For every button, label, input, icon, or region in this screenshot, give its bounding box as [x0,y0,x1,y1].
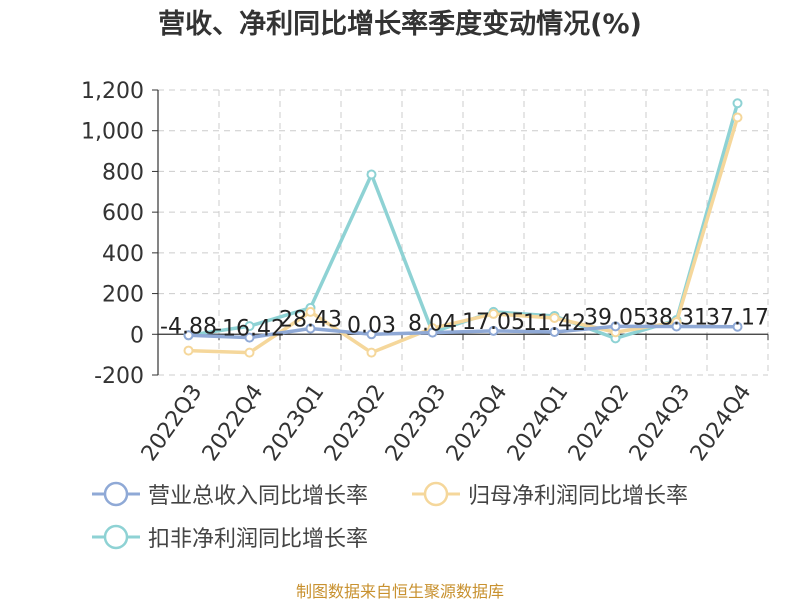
y-tick-label: 0 [130,323,144,348]
data-label: 28.43 [279,307,342,332]
y-tick-label: -200 [94,364,144,389]
x-tick-label: 2024Q1 [503,380,574,466]
x-tick-label: 2023Q2 [320,380,391,466]
data-point [610,321,621,332]
data-label: 11.42 [523,311,586,336]
grid-lines [158,89,769,376]
legend-item-deducted-profit[interactable]: 扣非净利润同比增长率 [92,521,368,553]
chart-title: 营收、净利同比增长率季度变动情况(%) [158,9,642,40]
data-label: 17.05 [462,310,525,335]
x-tick-label: 2024Q4 [686,380,757,466]
legend-marker-net-profit [412,481,460,507]
data-point [732,98,743,109]
legend-item-revenue[interactable]: 营业总收入同比增长率 [92,478,368,510]
x-tick-label: 2023Q1 [259,380,330,466]
y-tick-label: 200 [102,283,144,308]
data-label: 37.17 [706,306,769,331]
series-lines [183,98,743,358]
data-point [244,321,255,332]
legend-marker-deducted-profit [92,524,140,550]
data-label: -4.88 [160,314,217,339]
data-point [549,326,560,337]
data-point [366,169,377,180]
data-point [183,345,194,356]
data-point [366,347,377,358]
data-point [488,325,499,336]
data-point [427,327,438,338]
data-label: 0.03 [347,313,396,338]
data-source-note: 制图数据来自恒生聚源数据库 [295,582,504,601]
data-point [488,308,499,319]
data-label: 39.05 [584,305,647,330]
data-point [732,321,743,332]
data-point [183,330,194,341]
data-point [366,329,377,340]
data-point [244,347,255,358]
axes: -20002004006008001,0001,2002022Q32022Q42… [81,79,769,466]
data-point [549,313,560,323]
y-tick-label: 1,000 [81,120,144,145]
legend-item-net-profit[interactable]: 归母净利润同比增长率 [412,478,688,510]
data-point [732,112,743,123]
x-tick-label: 2022Q3 [137,380,208,466]
y-tick-label: 600 [102,201,144,226]
x-tick-label: 2023Q3 [381,380,452,466]
data-label: -16.42 [214,317,285,342]
legend-label-net-profit: 归母净利润同比增长率 [468,484,689,509]
y-tick-label: 800 [102,160,144,185]
data-label: 38.31 [645,305,708,330]
data-point [671,321,682,332]
x-tick-label: 2024Q3 [625,380,696,466]
data-point [305,306,316,317]
data-point [244,332,255,343]
x-tick-label: 2024Q2 [564,380,635,466]
legend-label-revenue: 营业总收入同比增长率 [148,484,369,509]
data-point [305,323,316,334]
data-label: 8.04 [408,312,457,337]
legend-marker-revenue [92,481,140,507]
legend-label-deducted-profit: 扣非净利润同比增长率 [148,527,369,552]
y-tick-label: 1,200 [81,79,144,104]
series-line [188,324,738,340]
x-tick-label: 2022Q4 [198,380,269,466]
x-tick-label: 2023Q4 [442,380,513,466]
y-tick-label: 400 [102,242,144,267]
